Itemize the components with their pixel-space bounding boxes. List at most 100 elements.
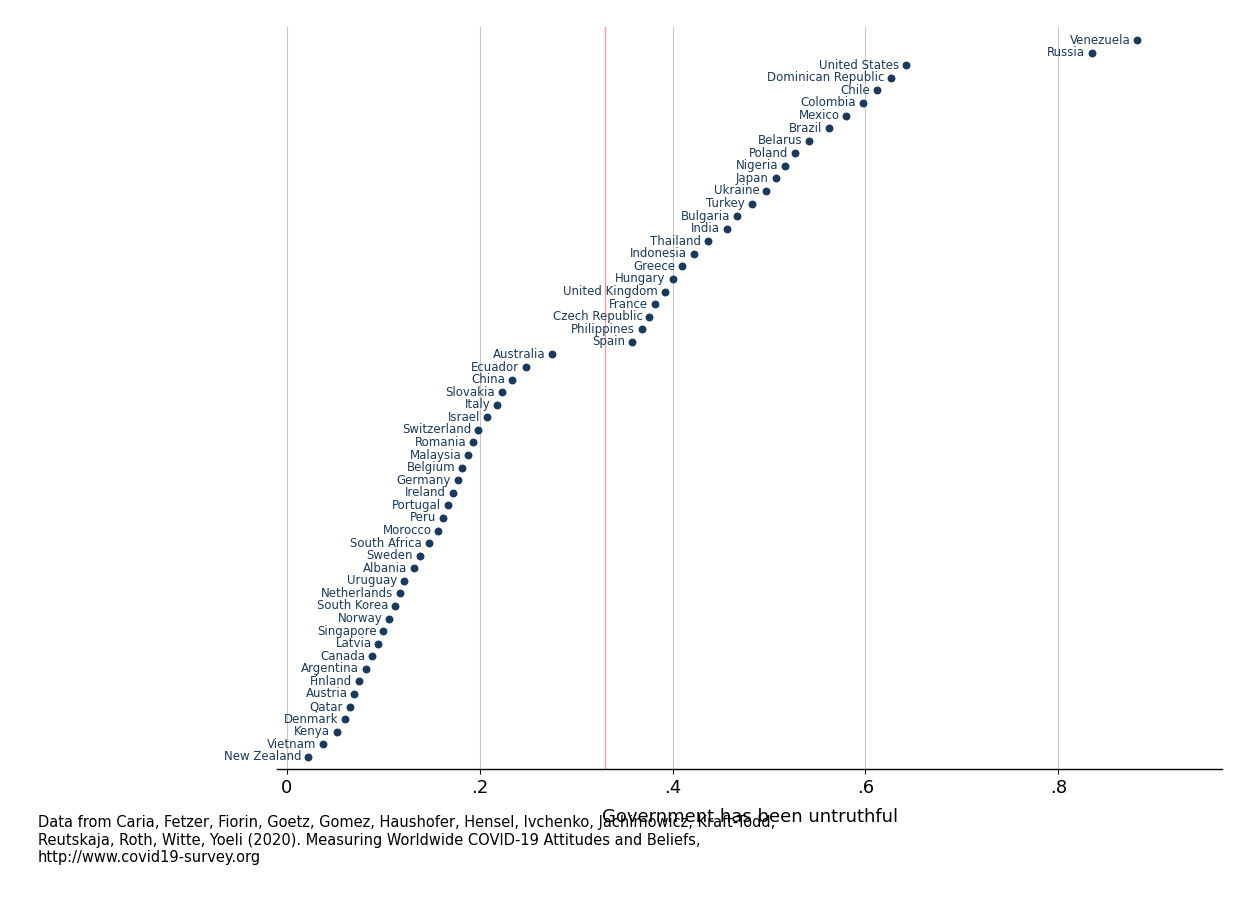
Text: United Kingdom: United Kingdom <box>563 285 658 298</box>
Point <box>491 385 512 399</box>
Text: Israel: Israel <box>449 410 480 424</box>
Point <box>447 473 467 487</box>
Point <box>756 183 776 198</box>
Text: Ecuador: Ecuador <box>471 361 519 374</box>
Point <box>355 661 375 676</box>
Point <box>515 360 535 375</box>
Text: Mexico: Mexico <box>799 109 839 122</box>
Text: Norway: Norway <box>338 612 382 625</box>
Point <box>339 699 359 714</box>
Text: Slovakia: Slovakia <box>446 386 495 398</box>
Point <box>742 196 762 211</box>
Point <box>384 599 404 614</box>
Text: Latvia: Latvia <box>335 638 372 650</box>
Point <box>467 422 488 437</box>
Point <box>373 624 393 638</box>
Text: Austria: Austria <box>306 688 348 701</box>
Point <box>501 372 522 387</box>
Point <box>314 737 334 752</box>
Text: Belgium: Belgium <box>407 461 456 474</box>
Point <box>819 121 839 136</box>
Point <box>766 171 786 186</box>
Point <box>389 586 410 601</box>
Point <box>379 611 399 626</box>
Point <box>462 435 483 450</box>
Text: Dominican Republic: Dominican Republic <box>767 71 885 84</box>
Point <box>631 322 651 336</box>
Text: Argentina: Argentina <box>301 662 359 675</box>
Text: Ukraine: Ukraine <box>713 184 760 198</box>
Point <box>394 573 415 588</box>
Point <box>645 297 665 311</box>
Point <box>655 284 675 299</box>
Text: Singapore: Singapore <box>318 625 377 638</box>
Point <box>698 234 718 248</box>
Text: Indonesia: Indonesia <box>630 247 687 260</box>
Point <box>717 222 737 236</box>
Text: Romania: Romania <box>415 436 466 449</box>
Point <box>297 749 318 764</box>
Point <box>672 259 692 274</box>
Point <box>362 649 382 663</box>
Text: Finland: Finland <box>310 675 353 688</box>
Text: New Zealand: New Zealand <box>224 750 301 763</box>
Text: Colombia: Colombia <box>800 96 856 109</box>
Text: Nigeria: Nigeria <box>736 159 779 172</box>
Text: Netherlands: Netherlands <box>320 587 393 600</box>
Text: Poland: Poland <box>748 147 789 159</box>
Text: Thailand: Thailand <box>650 234 702 247</box>
Point <box>684 246 704 261</box>
Text: South Africa: South Africa <box>350 537 422 550</box>
Point <box>1128 33 1148 48</box>
Text: Japan: Japan <box>736 172 769 185</box>
Point <box>799 134 819 148</box>
Point <box>486 398 507 412</box>
Text: Bulgaria: Bulgaria <box>682 210 731 223</box>
Point <box>442 485 462 500</box>
Point <box>437 498 457 513</box>
Text: Spain: Spain <box>592 335 625 348</box>
Point <box>344 687 364 702</box>
Text: Australia: Australia <box>493 348 546 361</box>
Point <box>418 536 438 551</box>
Text: Brazil: Brazil <box>789 122 822 135</box>
Point <box>867 83 887 98</box>
Point <box>1082 45 1102 60</box>
Text: Peru: Peru <box>410 511 436 525</box>
Point <box>349 674 369 689</box>
Text: South Korea: South Korea <box>316 599 388 613</box>
Text: Uruguay: Uruguay <box>348 574 398 587</box>
Point <box>622 334 643 349</box>
Point <box>335 712 355 726</box>
Text: Canada: Canada <box>320 649 365 663</box>
Text: Portugal: Portugal <box>392 499 441 512</box>
X-axis label: Government has been untruthful: Government has been untruthful <box>601 808 898 826</box>
Text: Albania: Albania <box>363 562 407 574</box>
Text: Philippines: Philippines <box>571 322 635 336</box>
Text: Czech Republic: Czech Republic <box>553 311 643 323</box>
Text: Vietnam: Vietnam <box>267 737 316 751</box>
Text: Data from Caria, Fetzer, Fiorin, Goetz, Gomez, Haushofer, Hensel, Ivchenko, Jach: Data from Caria, Fetzer, Fiorin, Goetz, … <box>38 815 775 865</box>
Text: Italy: Italy <box>465 398 490 411</box>
Text: Malaysia: Malaysia <box>410 449 461 462</box>
Point <box>727 209 747 224</box>
Point <box>478 410 498 425</box>
Point <box>663 272 683 287</box>
Text: Kenya: Kenya <box>295 725 330 738</box>
Text: Venezuela: Venezuela <box>1070 34 1130 47</box>
Text: Denmark: Denmark <box>284 713 338 725</box>
Text: India: India <box>690 223 719 235</box>
Text: Greece: Greece <box>634 260 675 273</box>
Point <box>775 158 795 173</box>
Text: Sweden: Sweden <box>367 550 413 562</box>
Point <box>326 725 347 739</box>
Text: Turkey: Turkey <box>706 197 745 210</box>
Point <box>452 461 472 475</box>
Point <box>896 58 916 72</box>
Text: China: China <box>471 373 505 387</box>
Text: Germany: Germany <box>397 474 451 486</box>
Point <box>639 310 659 324</box>
Text: France: France <box>610 298 649 311</box>
Text: Belarus: Belarus <box>759 134 803 147</box>
Text: Ireland: Ireland <box>404 486 446 499</box>
